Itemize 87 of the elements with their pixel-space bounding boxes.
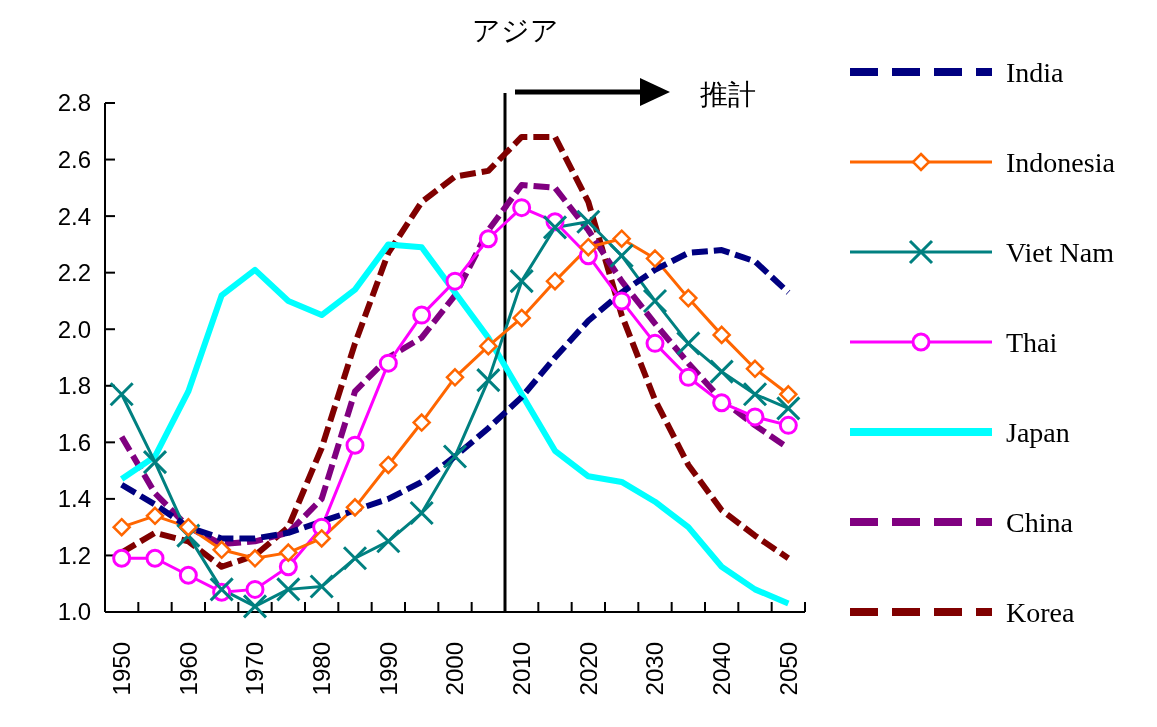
point <box>645 333 665 353</box>
legend-label: Thai <box>1006 326 1058 358</box>
legend-label: Korea <box>1006 596 1075 628</box>
point <box>542 214 568 240</box>
point <box>209 576 235 602</box>
point <box>545 271 565 291</box>
y-tick-label: 1.0 <box>57 598 91 626</box>
point <box>509 268 535 294</box>
point <box>109 381 135 407</box>
point <box>245 579 265 599</box>
point <box>579 237 598 257</box>
point <box>609 243 635 269</box>
y-tick-label: 2.6 <box>57 145 91 173</box>
point <box>775 395 801 421</box>
point <box>145 506 165 526</box>
point <box>745 359 765 379</box>
point <box>642 288 668 314</box>
annotation: 推計 <box>700 78 756 110</box>
x-tick-label: 1950 <box>108 642 136 696</box>
point <box>275 576 301 602</box>
point <box>375 528 401 554</box>
legend-label: Indonesia <box>1006 146 1116 178</box>
point <box>342 545 368 571</box>
point <box>178 565 198 585</box>
point <box>112 548 132 568</box>
legend-label: China <box>1006 506 1074 538</box>
y-tick-label: 2.2 <box>57 259 91 287</box>
point <box>212 540 231 560</box>
point <box>712 393 732 413</box>
point <box>645 249 665 268</box>
point <box>612 229 631 248</box>
point <box>612 291 632 311</box>
y-tick-label: 2.0 <box>57 315 91 343</box>
x-tick-label: 2040 <box>708 642 736 696</box>
point <box>279 543 298 562</box>
x-tick-label: 2030 <box>641 642 669 696</box>
point <box>712 325 731 345</box>
point <box>112 517 131 537</box>
x-tick-label: 1960 <box>174 642 202 696</box>
point <box>745 407 765 427</box>
point <box>778 415 798 435</box>
x-tick-label: 2010 <box>508 642 536 696</box>
y-tick-label: 2.8 <box>57 89 91 117</box>
y-tick-label: 1.8 <box>57 372 91 400</box>
point <box>245 549 265 568</box>
point <box>309 574 335 600</box>
point <box>412 413 431 432</box>
point <box>345 498 365 517</box>
point <box>445 271 465 291</box>
point <box>475 367 501 393</box>
point <box>179 517 198 537</box>
point <box>478 229 498 249</box>
point <box>479 336 498 356</box>
x-tick-label: 1990 <box>374 642 402 696</box>
point <box>742 381 768 407</box>
y-tick-label: 1.2 <box>57 541 91 569</box>
point <box>412 305 432 325</box>
x-tick-label: 2000 <box>441 642 469 696</box>
point <box>512 198 532 218</box>
point <box>145 548 165 568</box>
point <box>512 308 531 328</box>
x-tick-label: 2020 <box>574 642 602 696</box>
point <box>345 435 365 455</box>
point <box>312 529 331 548</box>
point <box>242 593 268 619</box>
point <box>678 367 698 387</box>
point <box>709 359 735 385</box>
chart-title: アジア <box>471 15 559 46</box>
point <box>379 455 398 475</box>
point <box>675 330 701 356</box>
legend-label: Viet Nam <box>1006 236 1115 268</box>
point <box>409 500 435 526</box>
x-tick-label: 1970 <box>241 642 269 696</box>
point <box>779 385 798 404</box>
legend-label: India <box>1006 56 1065 88</box>
y-tick-label: 1.6 <box>57 428 91 456</box>
y-tick-label: 2.4 <box>57 202 91 230</box>
y-tick-label: 1.4 <box>57 485 91 513</box>
legend-label: Japan <box>1006 416 1070 448</box>
point <box>679 288 698 308</box>
point <box>378 353 398 373</box>
point <box>575 209 601 235</box>
point <box>445 368 465 387</box>
point <box>142 449 168 475</box>
x-tick-label: 2050 <box>774 642 802 696</box>
point <box>278 557 298 577</box>
x-tick-label: 1980 <box>308 642 336 696</box>
